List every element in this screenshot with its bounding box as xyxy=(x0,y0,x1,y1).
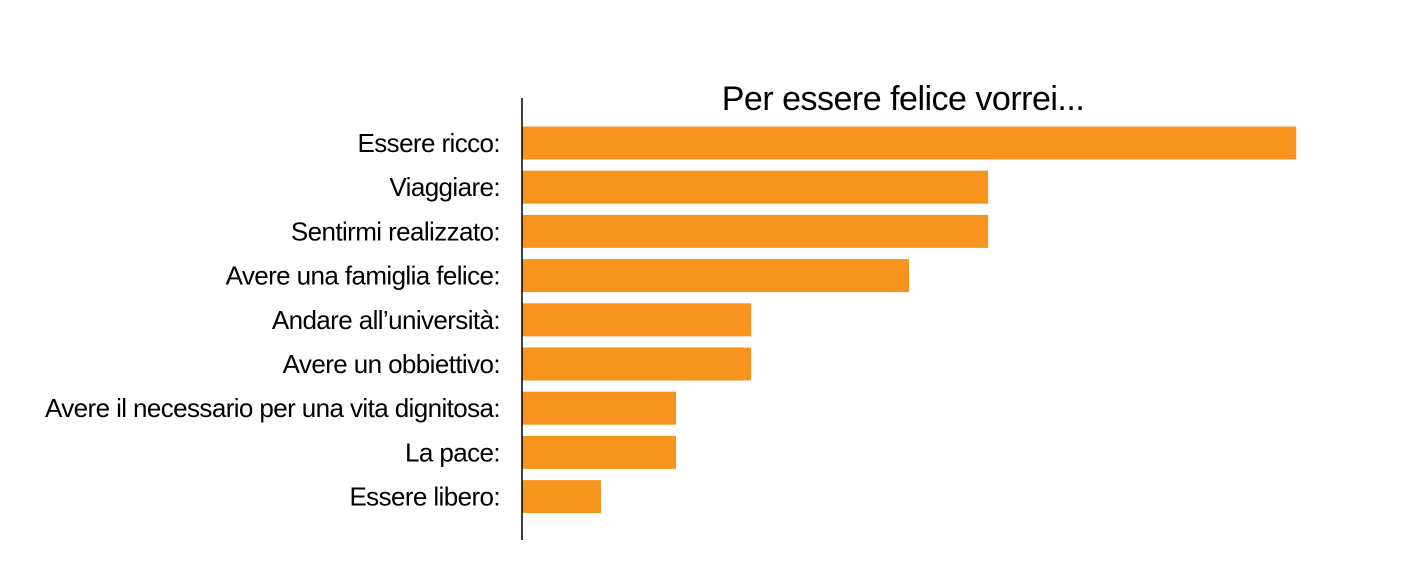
category-label: Essere libero: xyxy=(349,482,500,512)
category-label: Sentirmi realizzato: xyxy=(291,216,500,246)
bar-9 xyxy=(522,480,601,514)
category-label: Viaggiare: xyxy=(389,172,500,202)
bar-5 xyxy=(522,303,752,337)
bar-1 xyxy=(522,126,1297,160)
category-label: Avere un obbiettivo: xyxy=(283,349,500,379)
category-label: Essere ricco: xyxy=(358,128,500,158)
bars-layer xyxy=(522,126,1297,514)
category-label: Avere una famiglia felice: xyxy=(226,261,500,291)
bar-2 xyxy=(522,170,989,204)
bar-4 xyxy=(522,259,910,293)
chart-title: Per essere felice vorrei... xyxy=(722,80,1085,118)
category-label: Avere il necessario per una vita dignito… xyxy=(45,393,500,423)
bar-7 xyxy=(522,391,677,425)
bar-3 xyxy=(522,214,989,248)
category-label: Andare all’università: xyxy=(272,305,500,335)
category-labels: Essere ricco: Viaggiare: Sentirmi realizza… xyxy=(45,128,501,512)
category-label: La pace: xyxy=(405,437,500,467)
bar-8 xyxy=(522,435,677,469)
bar-6 xyxy=(522,347,752,381)
